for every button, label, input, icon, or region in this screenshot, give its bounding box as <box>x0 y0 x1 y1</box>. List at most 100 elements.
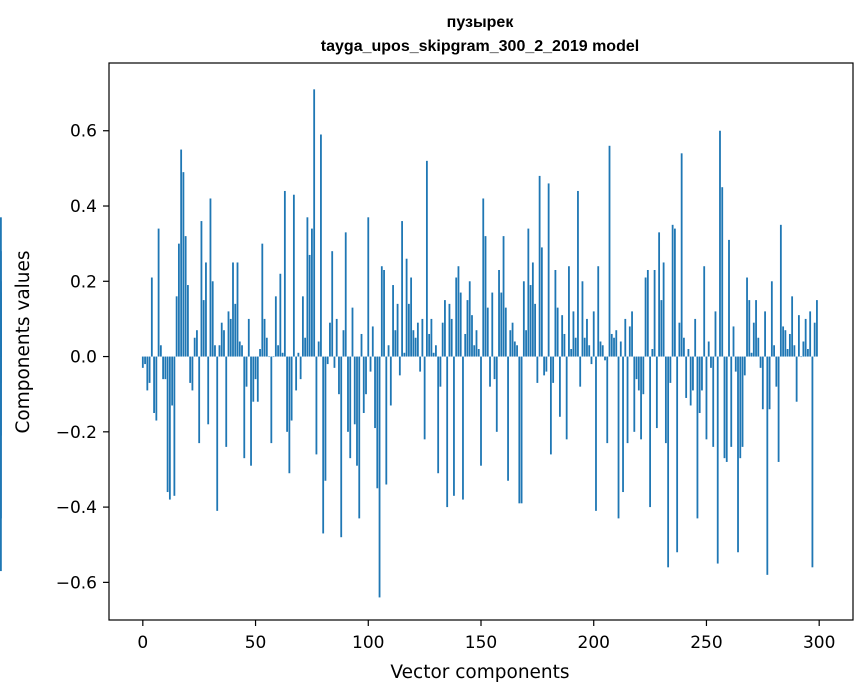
bar <box>669 356 672 383</box>
bar <box>540 247 543 357</box>
bar <box>193 337 196 357</box>
bar <box>484 236 487 357</box>
bar <box>340 356 343 538</box>
bar <box>459 292 462 357</box>
bar <box>423 356 426 440</box>
bar <box>750 352 753 357</box>
bar <box>633 356 636 432</box>
bar <box>374 356 376 429</box>
bar <box>347 356 349 432</box>
bar <box>0 356 2 519</box>
bar <box>0 356 2 383</box>
bar <box>184 236 187 357</box>
bar <box>322 356 325 534</box>
bar <box>721 187 724 357</box>
bar <box>752 322 755 357</box>
bar <box>755 300 757 357</box>
bar <box>464 333 467 357</box>
y-tick-label: −0.6 <box>56 573 97 593</box>
bar <box>396 303 399 357</box>
bar <box>207 356 210 425</box>
bar <box>311 228 313 357</box>
bar <box>743 356 746 376</box>
bar <box>739 356 742 459</box>
bar <box>608 145 611 357</box>
bar <box>662 262 665 357</box>
bar <box>692 356 694 391</box>
bar <box>793 345 796 357</box>
bar <box>556 307 559 357</box>
bar <box>655 356 658 429</box>
bar <box>243 356 246 459</box>
x-tick-label: 250 <box>690 633 722 653</box>
bar <box>642 356 645 395</box>
bar <box>705 356 708 440</box>
bar <box>146 356 149 391</box>
bar <box>538 175 541 357</box>
bar <box>513 341 516 357</box>
bar <box>175 296 178 357</box>
bar <box>779 224 782 357</box>
bar <box>378 356 381 598</box>
bar <box>209 198 212 357</box>
bar <box>543 356 546 376</box>
bar <box>214 345 216 357</box>
bar <box>187 285 189 357</box>
bar <box>716 356 719 564</box>
x-tick-label: 0 <box>137 633 148 653</box>
bar <box>552 356 555 383</box>
bar <box>495 356 498 432</box>
bar <box>148 356 151 383</box>
bar <box>795 356 798 402</box>
bar <box>198 356 201 444</box>
bar <box>678 322 681 357</box>
bar <box>457 266 460 357</box>
bar <box>205 262 207 357</box>
bar <box>252 356 255 402</box>
bar <box>416 322 419 357</box>
bar <box>800 356 803 358</box>
y-tick-label: 0.2 <box>70 272 97 292</box>
bar <box>723 356 726 459</box>
y-tick-label: 0.6 <box>70 122 97 142</box>
bar <box>610 333 613 357</box>
bar <box>365 356 367 395</box>
x-tick-label: 300 <box>803 633 835 653</box>
bar <box>238 341 241 357</box>
bar <box>764 311 766 357</box>
bar <box>493 356 496 380</box>
y-tick-label: −0.4 <box>56 498 97 518</box>
bar <box>653 269 656 357</box>
y-axis-ticks: −0.6 −0.4 −0.2 0.0 0.2 0.4 0.6 <box>56 122 109 593</box>
bar <box>590 356 593 365</box>
bar <box>813 322 816 357</box>
bar <box>315 356 318 455</box>
bar <box>261 243 264 357</box>
bar <box>444 300 446 357</box>
bar <box>223 330 225 357</box>
bar <box>597 266 600 357</box>
bar <box>171 356 174 406</box>
bar <box>698 356 701 414</box>
bar <box>777 356 780 462</box>
bar <box>536 356 539 383</box>
bar <box>631 311 633 357</box>
bar <box>453 356 455 496</box>
bar <box>281 352 284 357</box>
bar <box>701 356 703 391</box>
bar <box>640 356 642 440</box>
x-tick-label: 150 <box>465 633 497 653</box>
bar <box>265 337 268 357</box>
bar <box>547 183 550 357</box>
bars-group <box>0 89 818 598</box>
bar <box>410 277 413 357</box>
bar <box>676 356 679 553</box>
y-axis-label: Components values <box>13 250 34 433</box>
bar <box>159 345 162 357</box>
bar <box>308 254 311 357</box>
bar <box>236 262 239 357</box>
bar <box>274 296 277 357</box>
bar <box>241 345 243 357</box>
bar <box>435 345 437 357</box>
bar <box>471 315 473 357</box>
